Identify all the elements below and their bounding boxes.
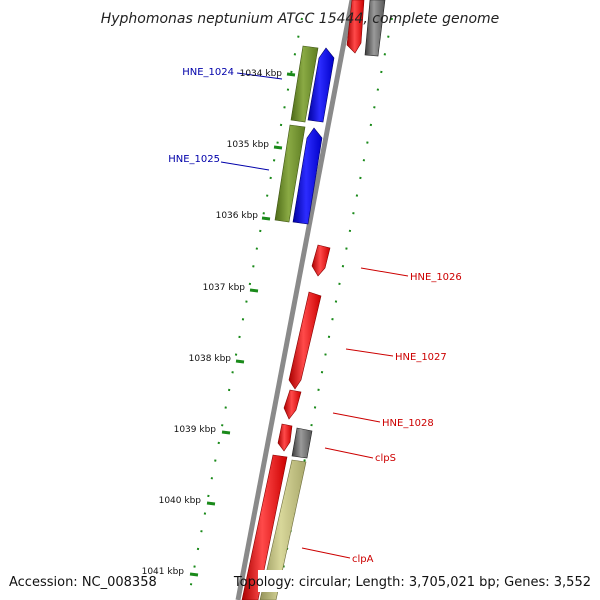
gene-red-hne1027[interactable] xyxy=(288,291,322,390)
map-title: Hyphomonas neptunium ATCC 15444, complet… xyxy=(101,11,500,27)
gene-label-hne1025[interactable]: HNE_1025 xyxy=(168,154,220,165)
tick-label-1041: 1041 kbp xyxy=(142,567,185,577)
gene-blocks xyxy=(241,0,386,600)
gene-red-hne1026[interactable] xyxy=(311,244,331,277)
gene-red-clpa[interactable] xyxy=(241,454,288,600)
cds-olive-1[interactable] xyxy=(290,45,319,123)
tick-label-1039: 1039 kbp xyxy=(174,425,217,435)
leader-lines xyxy=(220,72,409,559)
tick-marks xyxy=(189,72,296,577)
gene-label-hne1026[interactable]: HNE_1026 xyxy=(410,272,462,283)
tick-label-1040: 1040 kbp xyxy=(159,496,202,506)
gene-gray-clps[interactable] xyxy=(291,427,313,459)
tick-label-1037: 1037 kbp xyxy=(203,283,246,293)
gene-red-top[interactable] xyxy=(346,0,365,54)
tick-label-1035: 1035 kbp xyxy=(227,140,270,150)
cds-khaki-clpa[interactable] xyxy=(259,459,307,600)
cds-blue-1[interactable] xyxy=(307,47,335,123)
tick-label-1036: 1036 kbp xyxy=(216,211,259,221)
cds-olive-2[interactable] xyxy=(274,124,306,223)
gene-label-clps[interactable]: clpS xyxy=(375,453,396,464)
accession-label: Accession: NC_008358 xyxy=(9,575,157,590)
topology-summary: Topology: circular; Length: 3,705,021 bp… xyxy=(233,575,591,590)
gene-gray-top[interactable] xyxy=(364,0,386,57)
cds-blue-2[interactable] xyxy=(292,127,323,225)
tick-label-1038: 1038 kbp xyxy=(189,354,232,364)
footer-right-backdrop xyxy=(258,570,596,592)
gene-label-hne1028[interactable]: HNE_1028 xyxy=(382,418,434,429)
genome-backbone xyxy=(235,0,355,600)
gene-label-hne1024[interactable]: HNE_1024 xyxy=(182,67,234,78)
gene-label-hne1027[interactable]: HNE_1027 xyxy=(395,352,447,363)
tick-label-1034: 1034 kbp xyxy=(240,69,283,79)
gene-label-clpa[interactable]: clpA xyxy=(352,554,374,565)
gene-red-hne1028[interactable] xyxy=(283,389,302,420)
gene-red-clps[interactable] xyxy=(277,423,293,452)
